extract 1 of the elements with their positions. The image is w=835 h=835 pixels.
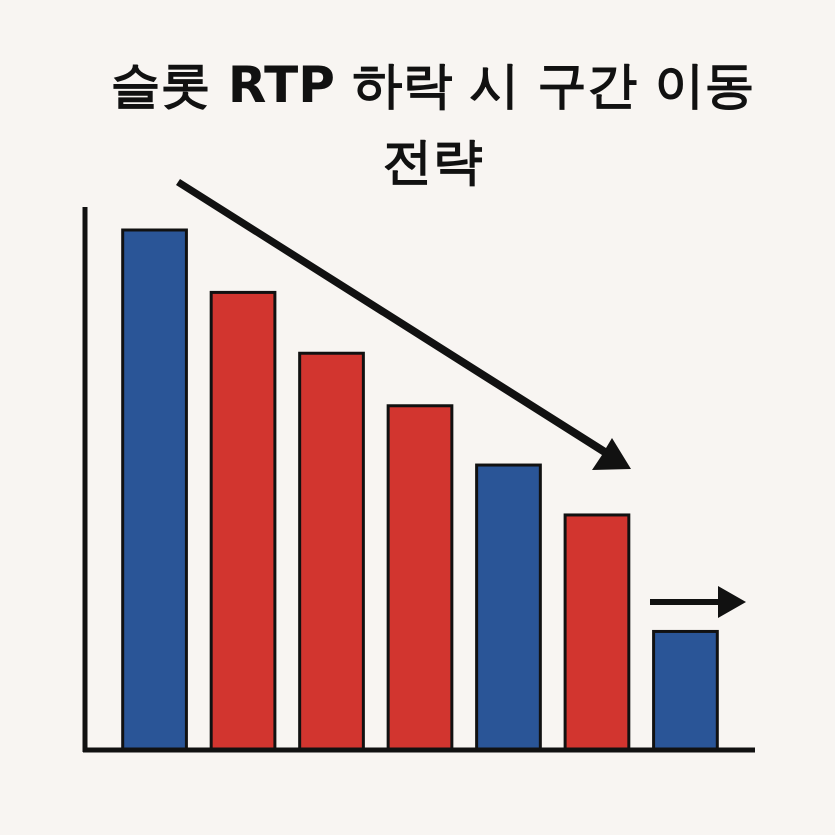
chart-title: 슬롯 RTP 하락 시 구간 이동 전략 xyxy=(110,56,755,190)
